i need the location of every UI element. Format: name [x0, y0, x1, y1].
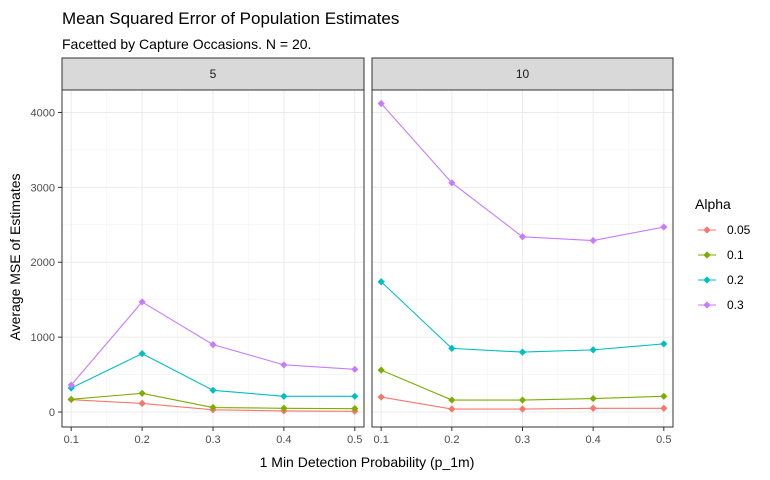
data-point: [351, 365, 359, 373]
chart-subtitle: Facetted by Capture Occasions. N = 20.: [62, 36, 311, 52]
data-point: [589, 346, 597, 354]
legend-key-marker: [703, 301, 711, 309]
legend-label: 0.3: [727, 298, 744, 312]
data-point: [660, 392, 668, 400]
legend-key-marker: [703, 276, 711, 284]
data-point: [351, 405, 359, 413]
data-point: [377, 278, 385, 286]
data-point: [138, 389, 146, 397]
data-point: [280, 404, 288, 412]
series-0.2: [67, 350, 359, 400]
data-point: [660, 223, 668, 231]
series-0.3: [67, 298, 359, 389]
data-point: [138, 350, 146, 358]
y-tick-label: 0: [49, 407, 55, 419]
data-point: [660, 404, 668, 412]
y-axis-title: Average MSE of Estimates: [7, 173, 23, 340]
data-point: [377, 366, 385, 374]
grid-lines: [62, 90, 364, 427]
data-point: [351, 392, 359, 400]
facet-strip: [61, 57, 365, 91]
series-0.05: [377, 393, 668, 413]
y-tick-label: 2000: [31, 257, 55, 269]
legend-label: 0.1: [727, 248, 744, 262]
data-point: [209, 386, 217, 394]
legend-key-marker: [703, 226, 711, 234]
series-0.2: [377, 278, 668, 356]
y-tick-label: 3000: [31, 182, 55, 194]
data-point: [448, 396, 456, 404]
legend: 0.05 0.1 0.2 0.3: [698, 223, 751, 312]
x-tick-label: 0.5: [656, 434, 671, 446]
series-0.1: [377, 366, 668, 404]
chart-title: Mean Squared Error of Population Estimat…: [62, 9, 399, 28]
x-tick-label: 0.1: [64, 434, 79, 446]
facet-panel-10: 10 0.1 0.2 0.3 0.4 0.5: [371, 57, 674, 446]
data-point: [448, 405, 456, 413]
facet-strip-label: 10: [516, 67, 530, 81]
facet-panel-5: 5 0.1 0.2 0.3 0.4 0.5 0 1000 2000 3000 4000: [31, 57, 365, 446]
data-point: [660, 340, 668, 348]
data-point: [138, 399, 146, 408]
facet-strip-label: 5: [210, 67, 217, 81]
legend-entry-0.3: 0.3: [698, 298, 744, 312]
data-point: [518, 233, 527, 241]
data-point: [589, 394, 597, 403]
legend-entry-0.05: 0.05: [698, 223, 751, 237]
data-point: [280, 361, 288, 369]
data-point: [280, 392, 288, 400]
data-point: [589, 236, 597, 245]
data-point: [67, 395, 75, 403]
legend-label: 0.2: [727, 273, 744, 287]
legend-key-marker: [703, 251, 711, 259]
data-point: [589, 404, 597, 412]
legend-title: Alpha: [695, 196, 731, 212]
data-point: [518, 396, 527, 404]
x-tick-label: 0.4: [276, 434, 291, 446]
series-0.3: [377, 99, 668, 245]
data-point: [377, 99, 385, 108]
facet-strip: [371, 57, 674, 91]
legend-entry-0.2: 0.2: [698, 273, 744, 287]
data-point: [518, 405, 527, 413]
data-point: [209, 341, 217, 349]
legend-label: 0.05: [727, 223, 751, 237]
series-0.1: [67, 389, 359, 413]
x-tick-label: 0.5: [347, 434, 362, 446]
legend-entry-0.1: 0.1: [698, 248, 744, 262]
x-tick-label: 0.3: [205, 434, 220, 446]
y-tick-label: 4000: [31, 107, 55, 119]
x-tick-label: 0.2: [444, 434, 459, 446]
facet-panels: 5 0.1 0.2 0.3 0.4 0.5 0 1000 2000 3000 4000 10 0.1 0.…: [31, 57, 674, 446]
data-point: [518, 348, 527, 356]
x-tick-label: 0.3: [515, 434, 530, 446]
data-point: [377, 393, 385, 401]
data-point: [448, 344, 456, 352]
y-tick-label: 1000: [31, 332, 55, 344]
x-tick-label: 0.1: [374, 434, 389, 446]
x-tick-label: 0.2: [134, 434, 149, 446]
x-tick-label: 0.4: [586, 434, 601, 446]
data-point: [67, 381, 75, 389]
data-point: [138, 298, 146, 306]
x-axis-title: 1 Min Detection Probability (p_1m): [260, 454, 475, 470]
data-point: [209, 403, 217, 412]
data-point: [448, 179, 456, 187]
